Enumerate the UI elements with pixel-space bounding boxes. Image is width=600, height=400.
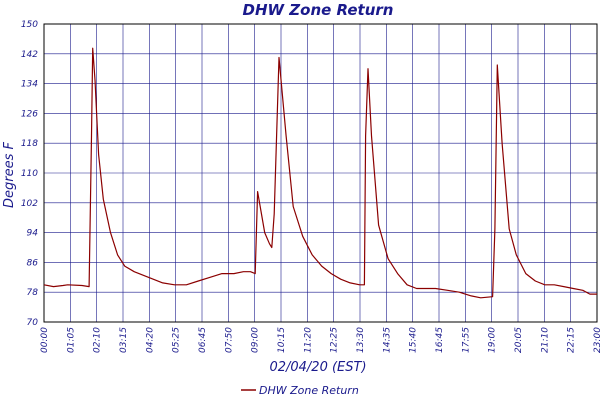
x-tick-label: 05:25 <box>172 327 182 353</box>
y-tick-label: 86 <box>27 258 39 268</box>
x-tick-label: 12:25 <box>330 327 340 353</box>
x-tick-label: 22:15 <box>567 327 577 353</box>
x-tick-label: 15:40 <box>409 327 419 353</box>
y-tick-label: 78 <box>27 288 39 298</box>
y-tick-label: 126 <box>21 109 38 119</box>
y-tick-label: 110 <box>21 169 38 179</box>
series-line-0 <box>43 47 597 299</box>
x-axis-label: 02/04/20 (EST) <box>269 360 366 375</box>
plot-area-frame <box>43 23 598 323</box>
series-lines <box>43 47 597 299</box>
y-tick-label: 134 <box>21 80 38 90</box>
y-tick-label: 102 <box>21 199 38 209</box>
x-tick-label: 17:55 <box>461 327 471 353</box>
x-tick-label: 07:50 <box>224 327 234 353</box>
y-tick-label: 142 <box>21 50 38 60</box>
x-tick-label: 04:20 <box>145 327 155 353</box>
y-axis-ticks: 70 78 86 94 102 110 118 126 134 142 150 <box>21 20 38 328</box>
y-tick-label: 70 <box>27 318 39 328</box>
x-tick-label: 16:45 <box>435 327 445 353</box>
y-tick-label: 150 <box>21 20 38 30</box>
x-tick-label: 09:00 <box>251 327 261 353</box>
x-axis-ticks: 00:00 01:05 02:10 03:15 04:20 05:25 06:45 07:50… <box>40 327 600 353</box>
x-tick-label: 20:05 <box>514 327 524 353</box>
x-tick-label: 21:10 <box>540 327 550 353</box>
y-tick-label: 118 <box>21 139 38 149</box>
x-tick-label: 10:15 <box>277 327 287 353</box>
x-tick-label: 00:00 <box>40 327 50 353</box>
x-tick-label: 11:20 <box>303 327 313 353</box>
legend-label: DHW Zone Return <box>259 384 359 397</box>
legend: DHW Zone Return <box>241 384 359 397</box>
chart-title: DHW Zone Return <box>243 1 394 19</box>
x-tick-label: 14:35 <box>382 327 392 353</box>
x-tick-label: 19:00 <box>488 327 498 353</box>
x-tick-label: 13:30 <box>356 327 366 353</box>
y-axis-label: Degrees F <box>2 141 17 208</box>
x-tick-label: 02:10 <box>93 327 103 353</box>
grid <box>43 23 598 323</box>
x-tick-label: 03:15 <box>119 327 129 353</box>
x-tick-label: 06:45 <box>198 327 208 353</box>
x-tick-label: 01:05 <box>66 327 76 353</box>
x-tick-label: 23:00 <box>593 327 600 353</box>
y-tick-label: 94 <box>27 229 39 239</box>
